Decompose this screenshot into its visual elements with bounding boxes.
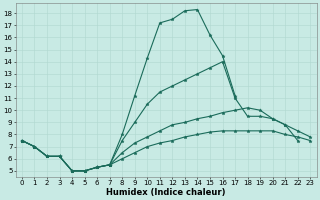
X-axis label: Humidex (Indice chaleur): Humidex (Indice chaleur) <box>106 188 226 197</box>
